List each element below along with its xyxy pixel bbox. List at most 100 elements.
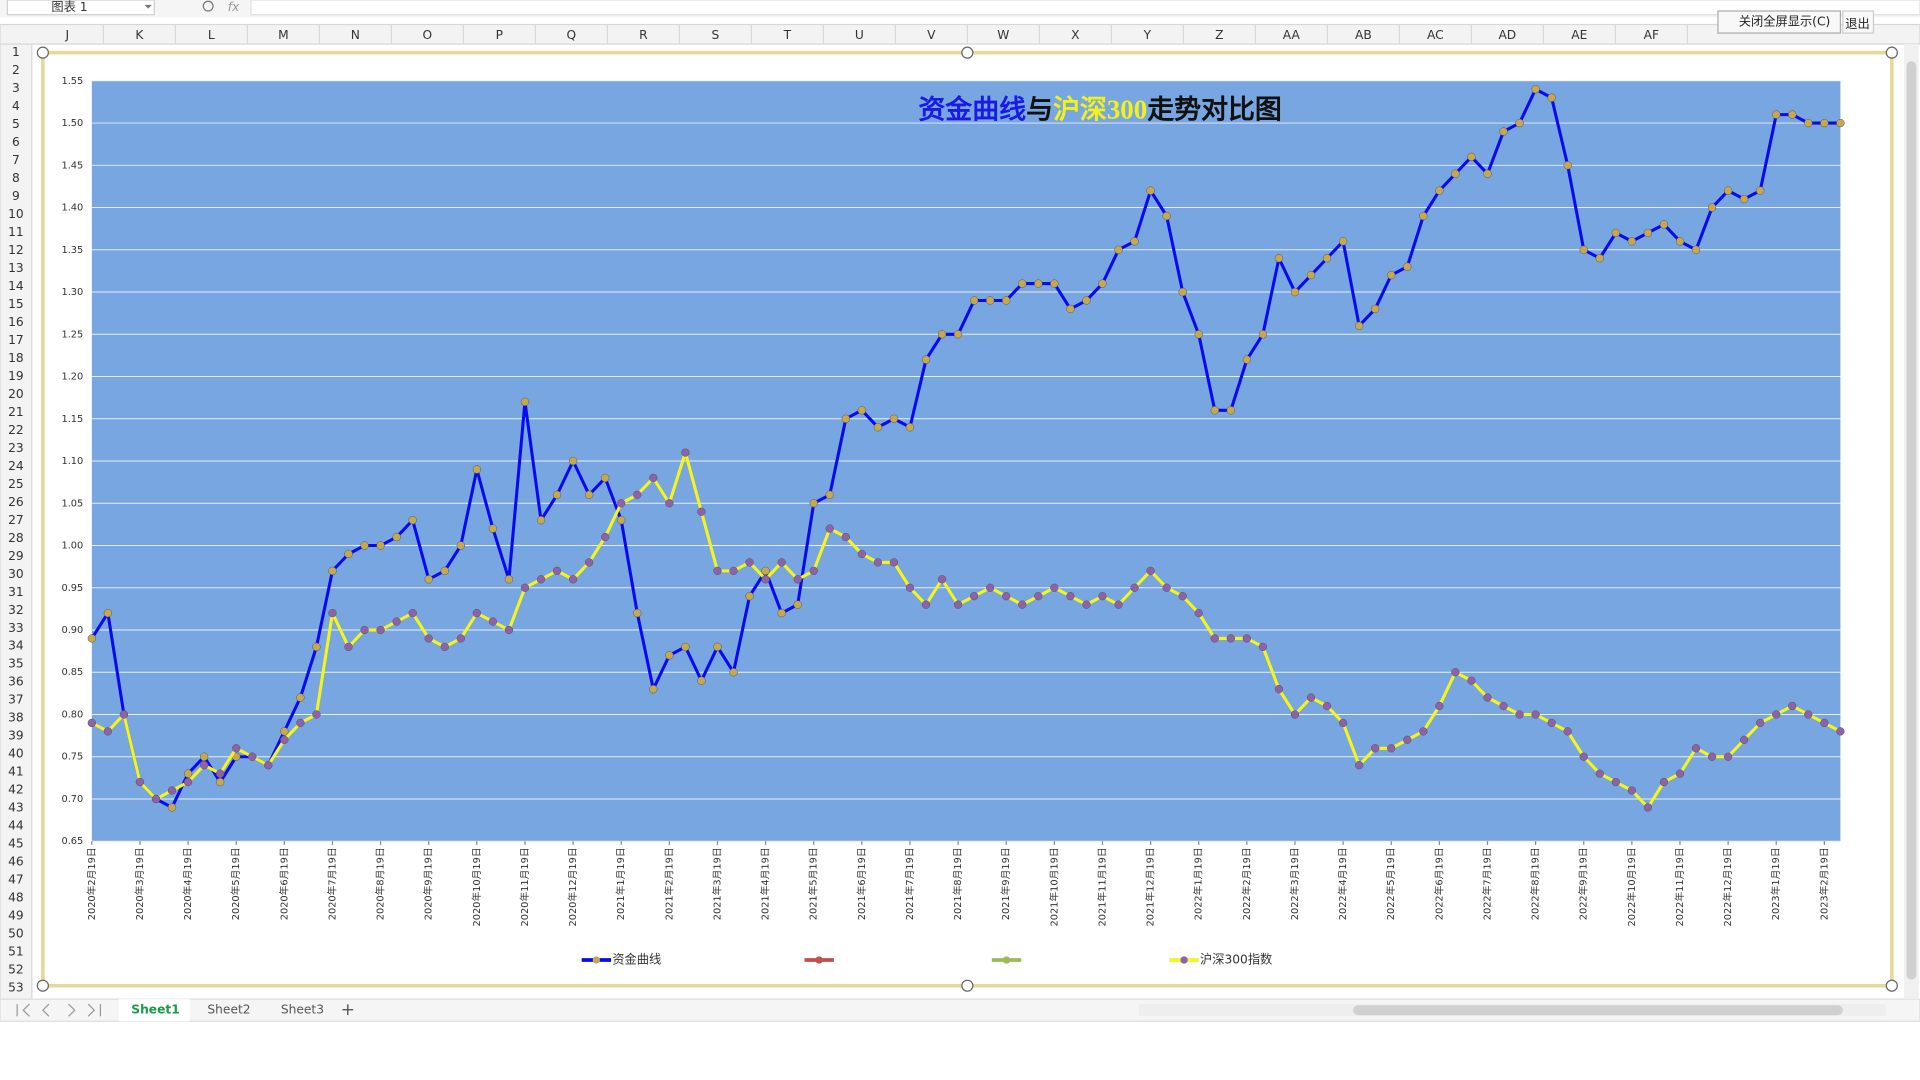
sheet-nav[interactable] — [16, 1003, 102, 1017]
row-header[interactable]: 45 — [8, 837, 24, 851]
row-header[interactable]: 34 — [8, 639, 24, 653]
row-header[interactable]: 17 — [8, 333, 24, 347]
row-header[interactable]: 16 — [8, 315, 24, 329]
column-header[interactable]: X — [1071, 28, 1079, 42]
column-header[interactable]: Y — [1143, 28, 1152, 42]
row-header[interactable]: 43 — [8, 801, 24, 815]
column-header[interactable]: S — [711, 28, 719, 42]
row-header[interactable]: 41 — [8, 765, 24, 779]
row-header[interactable]: 51 — [8, 945, 24, 959]
row-header[interactable]: 12 — [8, 243, 24, 257]
row-header[interactable]: 30 — [8, 567, 24, 581]
row-header[interactable]: 4 — [12, 99, 20, 113]
column-header[interactable]: AB — [1355, 28, 1372, 42]
row-header[interactable]: 52 — [8, 963, 24, 977]
sheet-tab[interactable]: Sheet3 — [281, 1003, 324, 1017]
row-header[interactable]: 6 — [12, 135, 20, 149]
row-header[interactable]: 39 — [8, 729, 24, 743]
row-header[interactable]: 27 — [8, 513, 24, 527]
sheet-tab[interactable]: Sheet2 — [207, 1003, 250, 1017]
row-header[interactable]: 25 — [8, 477, 24, 491]
row-header[interactable]: 1 — [12, 45, 20, 59]
resize-handle[interactable] — [1885, 979, 1898, 992]
row-header[interactable]: 8 — [12, 171, 20, 185]
column-header[interactable]: K — [135, 28, 144, 42]
row-header[interactable]: 44 — [8, 819, 24, 833]
row-header[interactable]: 48 — [8, 891, 24, 905]
row-header[interactable]: 29 — [8, 549, 24, 563]
row-header[interactable]: 5 — [12, 117, 20, 131]
column-header[interactable]: O — [423, 28, 433, 42]
column-header[interactable]: AA — [1283, 28, 1301, 42]
column-header[interactable]: L — [208, 28, 215, 42]
column-header[interactable]: AC — [1427, 28, 1444, 42]
row-header[interactable]: 50 — [8, 927, 24, 941]
row-header[interactable]: 7 — [12, 153, 20, 167]
column-header[interactable]: W — [997, 28, 1009, 42]
x-tick-label: 2021年9月19日 — [999, 847, 1012, 920]
zoom-icon[interactable] — [202, 0, 214, 12]
row-header[interactable]: 11 — [8, 225, 24, 239]
row-header[interactable]: 3 — [12, 81, 20, 95]
exit-button[interactable] — [1842, 10, 1875, 34]
h-scroll-thumb[interactable] — [1353, 1005, 1843, 1016]
dropdown-arrow[interactable] — [144, 4, 152, 9]
row-header[interactable]: 23 — [8, 441, 24, 455]
close-fullscreen-button[interactable] — [1717, 10, 1842, 34]
column-header[interactable]: R — [639, 28, 648, 42]
row-header[interactable]: 14 — [8, 279, 24, 293]
row-header[interactable]: 2 — [12, 63, 20, 77]
row-header[interactable]: 38 — [8, 711, 24, 725]
column-header[interactable]: M — [278, 28, 289, 42]
column-header[interactable]: N — [351, 28, 360, 42]
v-scroll-thumb[interactable] — [1906, 61, 1917, 980]
row-header[interactable]: 26 — [8, 495, 24, 509]
row-header[interactable]: 37 — [8, 693, 24, 707]
column-header[interactable]: T — [783, 28, 792, 42]
add-sheet[interactable]: + — [341, 1000, 355, 1020]
row-header[interactable]: 31 — [8, 585, 24, 599]
resize-handle[interactable] — [36, 46, 49, 59]
row-header[interactable]: 19 — [8, 369, 24, 383]
row-header[interactable]: 20 — [8, 387, 24, 401]
column-header[interactable]: U — [855, 28, 864, 42]
active-tab[interactable] — [118, 999, 190, 1022]
formula-input[interactable] — [250, 0, 1920, 16]
row-header[interactable]: 13 — [8, 261, 24, 275]
exit-label[interactable]: 退出 — [1845, 17, 1869, 31]
sheet-tab[interactable]: Sheet1 — [131, 1003, 179, 1017]
name-box[interactable] — [6, 0, 155, 16]
row-header[interactable]: 21 — [8, 405, 24, 419]
row-header[interactable]: 28 — [8, 531, 24, 545]
row-header[interactable]: 49 — [8, 909, 24, 923]
column-header[interactable]: Q — [567, 28, 577, 42]
column-header[interactable]: AF — [1644, 28, 1659, 42]
column-header[interactable]: AE — [1571, 28, 1587, 42]
row-header[interactable]: 22 — [8, 423, 24, 437]
resize-handle[interactable] — [36, 979, 49, 992]
row-header[interactable]: 46 — [8, 855, 24, 869]
column-header[interactable]: P — [496, 28, 503, 42]
column-header[interactable]: V — [927, 28, 936, 42]
column-header[interactable]: AD — [1498, 28, 1516, 42]
resize-handle[interactable] — [1885, 46, 1898, 59]
row-header[interactable]: 35 — [8, 657, 24, 671]
row-header[interactable]: 40 — [8, 747, 24, 761]
row-header[interactable]: 24 — [8, 459, 24, 473]
row-header[interactable]: 15 — [8, 297, 24, 311]
close-fullscreen-label[interactable]: 关闭全屏显示(C) — [1739, 14, 1831, 29]
data-point — [857, 549, 867, 559]
column-header[interactable]: J — [65, 28, 70, 42]
row-header[interactable]: 10 — [8, 207, 24, 221]
resize-handle[interactable] — [961, 46, 974, 59]
row-header[interactable]: 18 — [8, 351, 24, 365]
row-header[interactable]: 36 — [8, 675, 24, 689]
row-header[interactable]: 33 — [8, 621, 24, 635]
resize-handle[interactable] — [961, 979, 974, 992]
column-header[interactable]: Z — [1215, 28, 1223, 42]
row-header[interactable]: 9 — [12, 189, 20, 203]
row-header[interactable]: 53 — [8, 981, 24, 995]
row-header[interactable]: 32 — [8, 603, 24, 617]
row-header[interactable]: 42 — [8, 783, 24, 797]
row-header[interactable]: 47 — [8, 873, 24, 887]
